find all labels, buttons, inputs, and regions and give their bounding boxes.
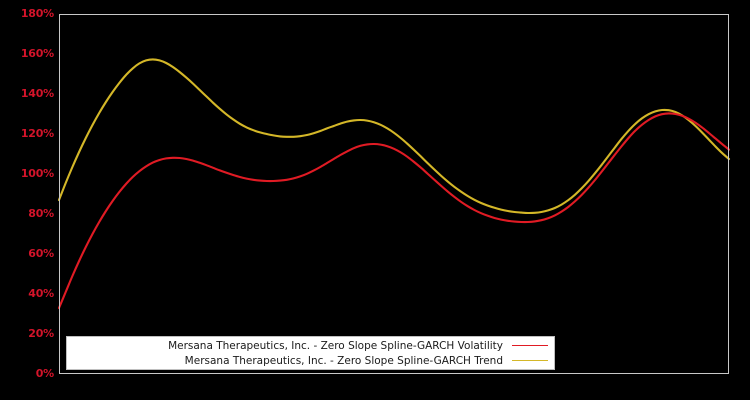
y-axis-tick-label: 180% — [20, 7, 54, 20]
legend-entry-volatility[interactable]: Mersana Therapeutics, Inc. - Zero Slope … — [67, 338, 554, 353]
line-swatch-volatility — [512, 345, 548, 346]
series-line-trend — [57, 58, 731, 215]
y-axis-tick-label: 40% — [28, 287, 54, 300]
plot-frame — [59, 14, 729, 374]
y-axis-tick-label: 60% — [28, 247, 54, 260]
legend-label-trend: Mersana Therapeutics, Inc. - Zero Slope … — [184, 354, 503, 367]
y-axis-tick-label: 100% — [20, 167, 54, 180]
y-axis-tick-label: 160% — [20, 47, 54, 60]
y-axis-tick-label: 0% — [35, 367, 54, 380]
line-swatch-trend — [512, 360, 548, 361]
y-axis-tick-label: 120% — [20, 127, 54, 140]
series-line-volatility — [57, 112, 731, 310]
series-layer — [57, 58, 731, 310]
chart-legend[interactable]: Mersana Therapeutics, Inc. - Zero Slope … — [66, 336, 555, 370]
y-axis-tick-label: 20% — [28, 327, 54, 340]
y-axis-tick-label: 140% — [20, 87, 54, 100]
y-axis-tick-label: 80% — [28, 207, 54, 220]
y-axis-tick-labels: 180% 160% 140% 120% 100% 80% 60% 40% 20% 0% — [0, 0, 54, 400]
legend-label-volatility: Mersana Therapeutics, Inc. - Zero Slope … — [168, 339, 503, 352]
legend-entry-trend[interactable]: Mersana Therapeutics, Inc. - Zero Slope … — [67, 353, 554, 368]
